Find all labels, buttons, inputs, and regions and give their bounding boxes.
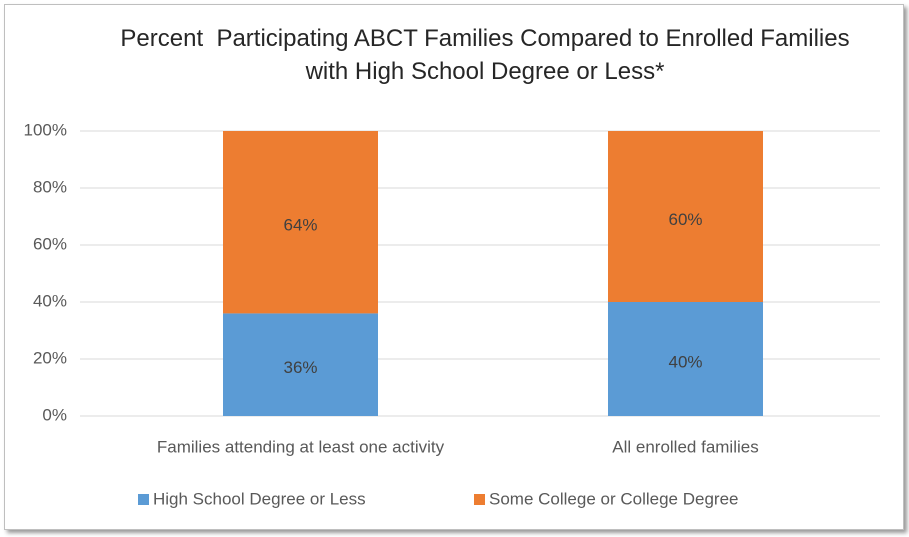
legend-label: Some College or College Degree	[489, 489, 738, 508]
x-tick-label: All enrolled families	[612, 437, 758, 456]
chart-title: Percent Participating ABCT Families Comp…	[120, 25, 857, 85]
data-label: 64%	[283, 216, 317, 235]
legend-swatch	[474, 494, 485, 505]
y-tick-label: 60%	[33, 234, 67, 253]
y-tick-label: 20%	[33, 348, 67, 367]
data-label: 36%	[283, 358, 317, 377]
y-tick-label: 80%	[33, 177, 67, 196]
y-tick-label: 40%	[33, 291, 67, 310]
bar-segment	[223, 131, 378, 314]
y-tick-label: 0%	[42, 405, 67, 424]
x-tick-label: Families attending at least one activity	[157, 437, 445, 456]
bar-segment	[608, 131, 763, 302]
data-label: 40%	[668, 352, 702, 371]
bar-segment	[608, 302, 763, 416]
data-label: 60%	[668, 210, 702, 229]
bar-segment	[223, 313, 378, 416]
legend-label: High School Degree or Less	[153, 489, 366, 508]
y-tick-label: 100%	[24, 120, 67, 139]
legend-swatch	[138, 494, 149, 505]
